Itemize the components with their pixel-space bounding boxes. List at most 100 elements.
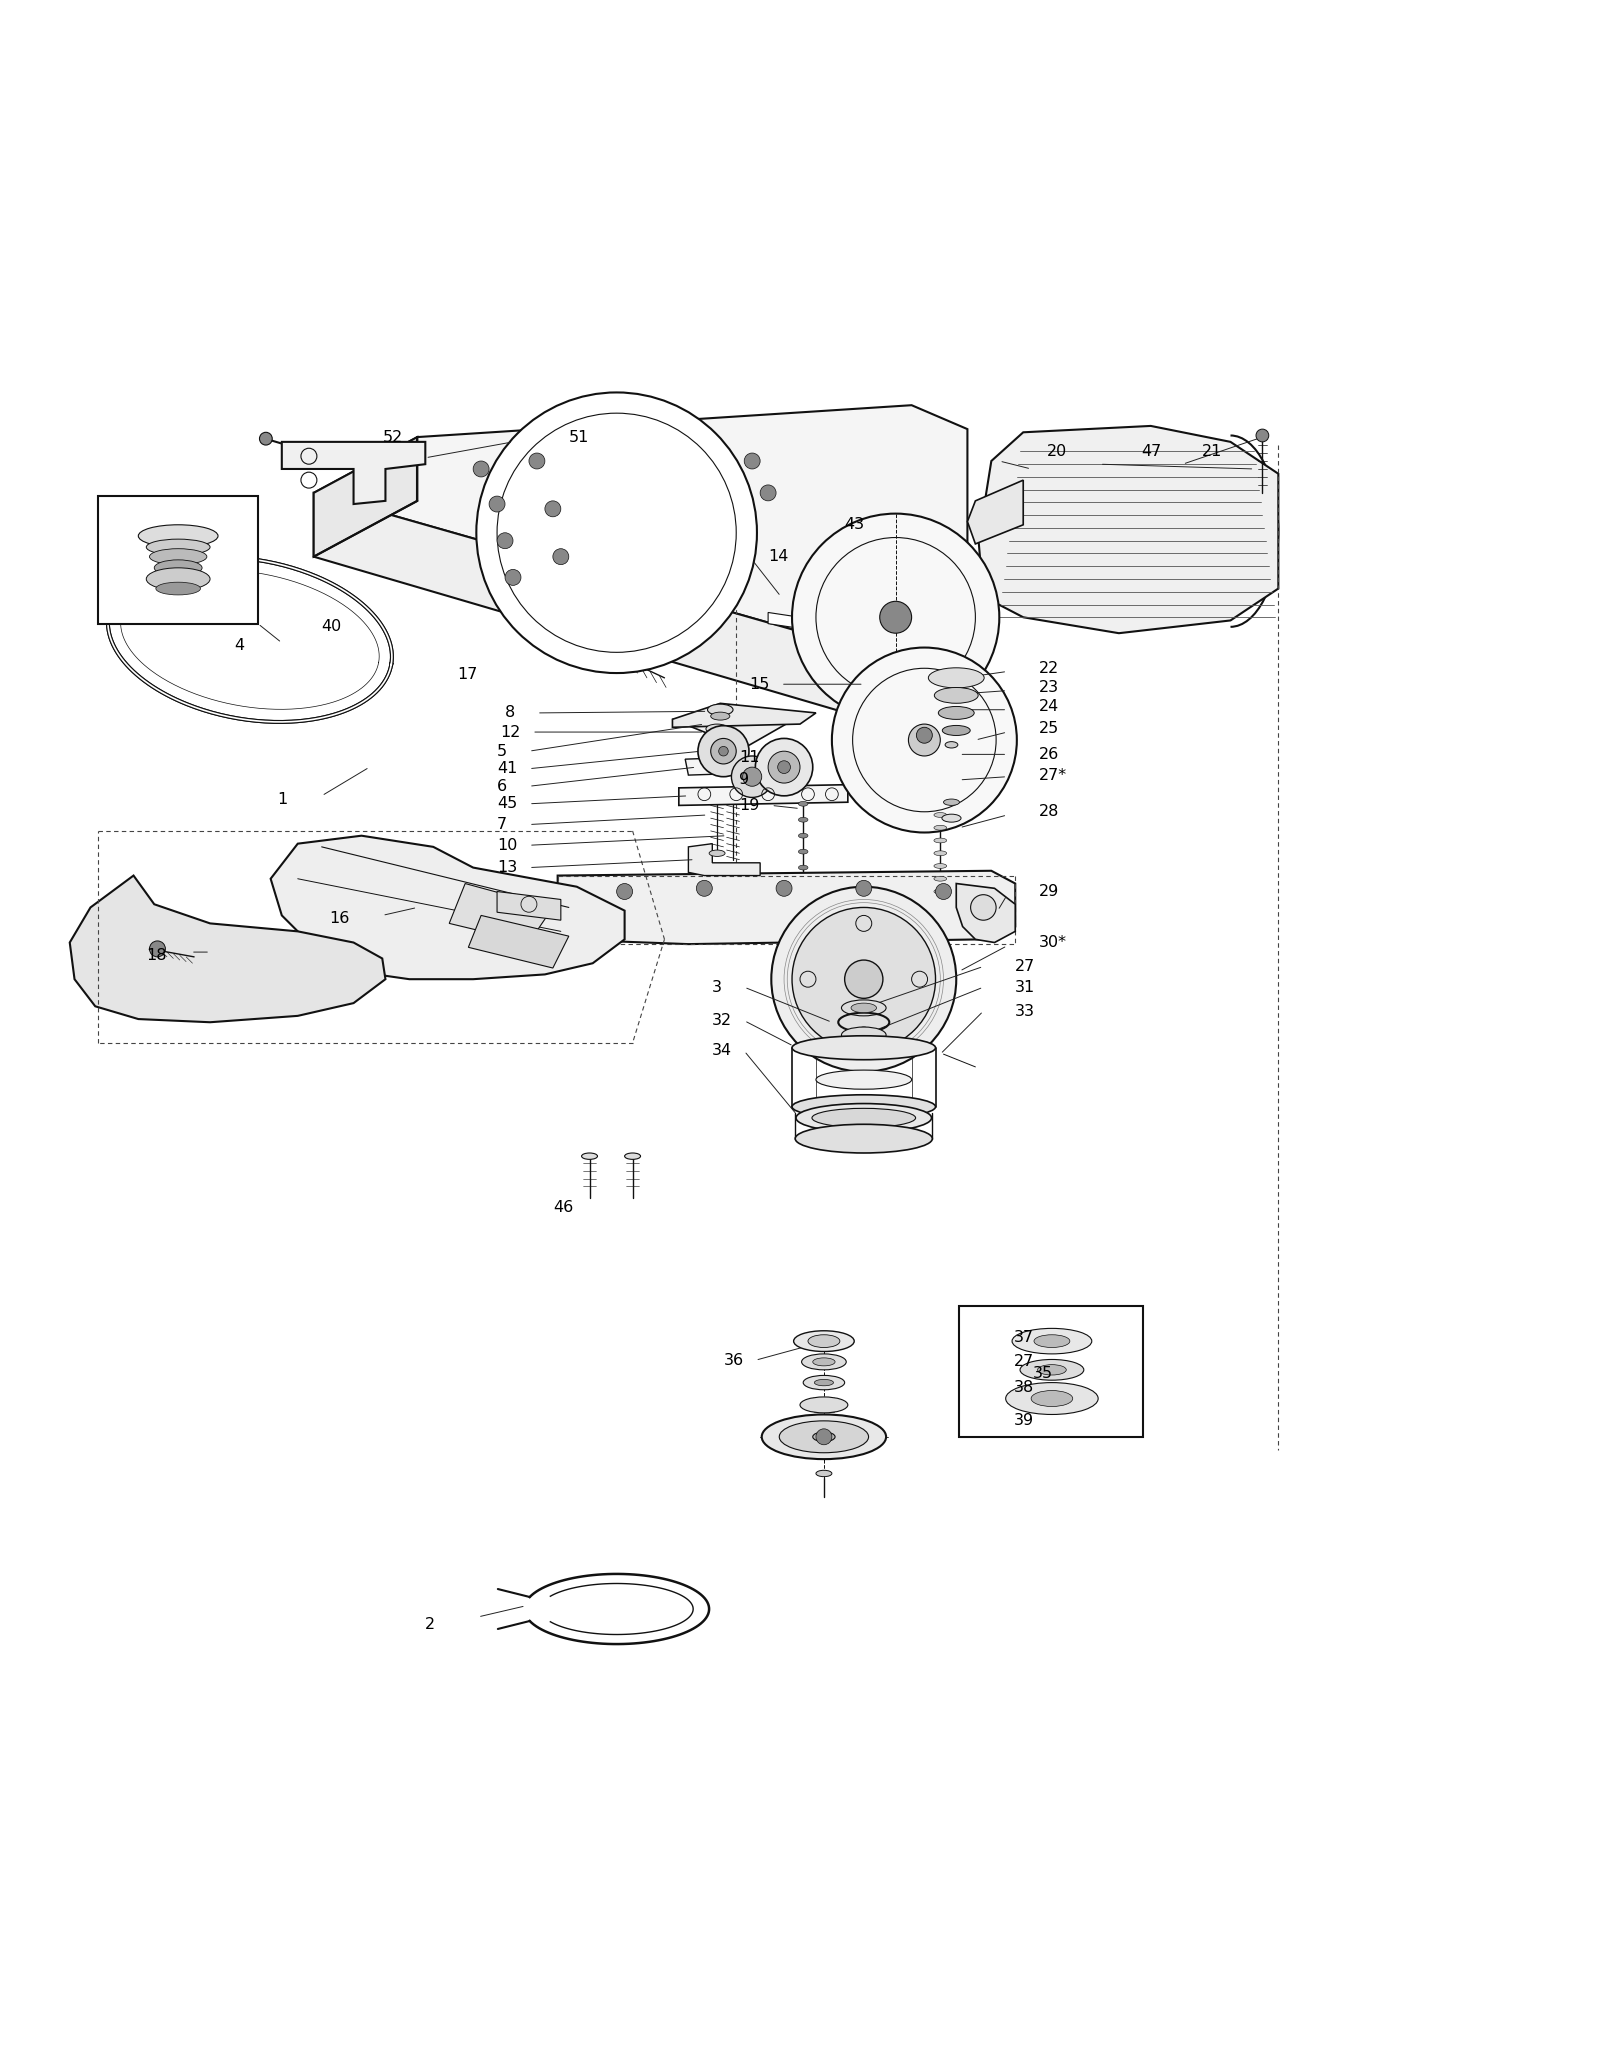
Circle shape <box>506 569 522 586</box>
Ellipse shape <box>709 851 725 857</box>
Circle shape <box>149 942 165 956</box>
Ellipse shape <box>146 538 210 555</box>
Text: 26: 26 <box>1038 747 1059 762</box>
Text: 36: 36 <box>723 1354 744 1368</box>
Polygon shape <box>314 437 418 557</box>
Polygon shape <box>314 493 912 733</box>
Ellipse shape <box>798 834 808 838</box>
Text: 43: 43 <box>845 518 864 532</box>
Ellipse shape <box>928 669 984 687</box>
Text: 13: 13 <box>498 859 517 876</box>
Ellipse shape <box>934 687 978 704</box>
Text: 27*: 27* <box>1038 768 1067 782</box>
Text: 17: 17 <box>458 667 477 683</box>
Text: 15: 15 <box>749 677 770 691</box>
Ellipse shape <box>707 704 733 716</box>
Text: 52: 52 <box>382 431 403 445</box>
Circle shape <box>917 727 933 743</box>
Polygon shape <box>450 884 554 942</box>
Text: 1: 1 <box>277 791 288 807</box>
Text: 41: 41 <box>498 762 517 776</box>
Text: 19: 19 <box>739 797 760 814</box>
Ellipse shape <box>798 818 808 822</box>
Circle shape <box>546 501 562 518</box>
Polygon shape <box>270 836 624 979</box>
Circle shape <box>1256 428 1269 441</box>
Ellipse shape <box>581 1153 597 1159</box>
Ellipse shape <box>816 1470 832 1476</box>
Ellipse shape <box>808 1335 840 1348</box>
Text: 27: 27 <box>1016 958 1035 975</box>
Text: 5: 5 <box>498 743 507 760</box>
Text: 39: 39 <box>1014 1414 1034 1428</box>
Ellipse shape <box>934 826 947 830</box>
Ellipse shape <box>816 1070 912 1089</box>
Text: 51: 51 <box>570 431 589 445</box>
Circle shape <box>760 484 776 501</box>
Ellipse shape <box>762 1414 886 1459</box>
Text: 23: 23 <box>1038 679 1059 696</box>
Polygon shape <box>688 845 760 876</box>
Ellipse shape <box>797 1103 931 1132</box>
Polygon shape <box>314 406 968 664</box>
Circle shape <box>490 497 506 511</box>
Circle shape <box>755 739 813 795</box>
Circle shape <box>742 768 762 787</box>
Ellipse shape <box>803 1374 845 1389</box>
Circle shape <box>698 727 749 776</box>
Polygon shape <box>678 785 848 805</box>
Polygon shape <box>70 876 386 1023</box>
Circle shape <box>474 462 490 476</box>
Text: 20: 20 <box>1046 443 1067 460</box>
Text: 28: 28 <box>1038 805 1059 820</box>
Ellipse shape <box>138 526 218 546</box>
Ellipse shape <box>934 838 947 842</box>
Text: 21: 21 <box>1202 443 1222 460</box>
Text: 31: 31 <box>1016 979 1035 996</box>
Circle shape <box>771 886 957 1072</box>
Ellipse shape <box>779 1420 869 1453</box>
Circle shape <box>616 884 632 900</box>
Text: 37: 37 <box>1014 1331 1034 1346</box>
Ellipse shape <box>938 706 974 720</box>
Ellipse shape <box>795 1124 933 1153</box>
Text: 38: 38 <box>1014 1381 1034 1395</box>
Polygon shape <box>957 884 1016 942</box>
Circle shape <box>477 393 757 673</box>
Ellipse shape <box>798 801 808 805</box>
Polygon shape <box>968 480 1024 544</box>
Ellipse shape <box>792 1035 936 1060</box>
Text: 3: 3 <box>712 979 722 996</box>
Text: 24: 24 <box>1038 700 1059 714</box>
Text: 29: 29 <box>1038 884 1059 898</box>
Text: 40: 40 <box>322 619 342 633</box>
Ellipse shape <box>798 865 808 869</box>
Polygon shape <box>498 892 562 921</box>
Ellipse shape <box>1013 1329 1091 1354</box>
Circle shape <box>936 884 952 900</box>
Text: 33: 33 <box>1016 1004 1035 1018</box>
Ellipse shape <box>798 849 808 855</box>
Text: 6: 6 <box>498 778 507 793</box>
Ellipse shape <box>802 1354 846 1370</box>
Polygon shape <box>979 426 1278 633</box>
Ellipse shape <box>792 1095 936 1118</box>
Text: 25: 25 <box>1038 720 1059 737</box>
Text: 14: 14 <box>768 549 789 565</box>
Polygon shape <box>672 704 816 727</box>
Ellipse shape <box>706 724 728 733</box>
Text: 2: 2 <box>426 1617 435 1633</box>
Text: 27: 27 <box>1014 1354 1034 1370</box>
Circle shape <box>744 453 760 470</box>
Ellipse shape <box>1034 1335 1070 1348</box>
Polygon shape <box>685 756 784 774</box>
Circle shape <box>880 600 912 633</box>
Text: 47: 47 <box>1141 443 1162 460</box>
Circle shape <box>718 747 728 756</box>
Polygon shape <box>282 441 426 505</box>
Ellipse shape <box>1021 1360 1083 1381</box>
Ellipse shape <box>944 799 960 805</box>
Polygon shape <box>469 915 570 969</box>
Text: 9: 9 <box>739 772 749 787</box>
Ellipse shape <box>800 1397 848 1414</box>
